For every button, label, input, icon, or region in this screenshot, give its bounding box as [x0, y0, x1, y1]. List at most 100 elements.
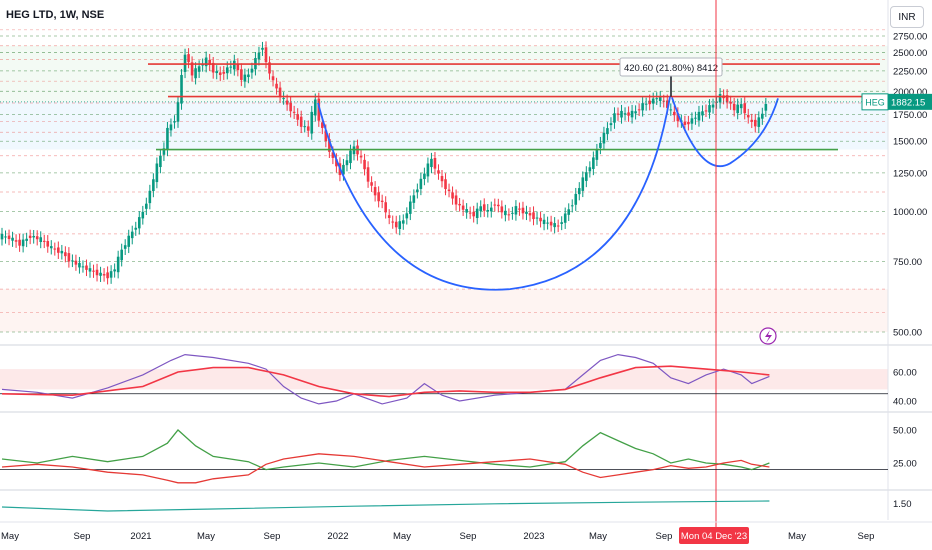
candle-body: [250, 68, 254, 73]
indicators: [0, 353, 888, 512]
candle-body: [753, 119, 757, 127]
candle-body: [236, 64, 240, 71]
candle-body: [261, 47, 264, 50]
candle-body: [67, 253, 71, 262]
candle-body: [486, 209, 490, 212]
candle-body: [458, 203, 461, 206]
candle-body: [606, 128, 609, 135]
candle-body: [595, 149, 599, 160]
candle-body: [127, 235, 131, 247]
candle-body: [32, 235, 35, 238]
candle-body: [757, 117, 761, 127]
candle-body: [401, 220, 405, 224]
candle-body: [711, 104, 715, 108]
candle-body: [426, 163, 430, 177]
price-tick-label: 1250.00: [893, 168, 927, 179]
candle-body: [162, 148, 166, 155]
candle-body: [99, 272, 102, 276]
candle-body: [324, 130, 328, 142]
candle-body: [409, 201, 412, 214]
candle-body: [60, 250, 64, 254]
candle-body: [641, 103, 644, 111]
price-tick-label: 750.00: [893, 257, 922, 268]
candle-body: [306, 126, 310, 131]
candle-body: [634, 111, 637, 114]
time-cursor-label: Mon 04 Dec '23: [681, 531, 747, 542]
candle-body: [113, 269, 116, 272]
candle-body: [673, 111, 676, 116]
candle-body: [11, 237, 14, 241]
time-tick-label: May: [197, 531, 215, 542]
candle-body: [553, 223, 556, 228]
candle-body: [14, 240, 18, 242]
candle-body: [482, 204, 486, 211]
bg-band-upper: [0, 45, 888, 103]
candle-body: [243, 74, 247, 82]
candle-body: [665, 100, 669, 108]
candle-body: [729, 101, 732, 104]
rsi-tick-label: 40.00: [893, 397, 917, 408]
candle-body: [180, 74, 183, 104]
candle-body: [92, 270, 95, 272]
rsi-band: [0, 369, 888, 390]
candle-body: [581, 177, 585, 191]
symbol-badge-label: HEG: [865, 97, 885, 107]
candle-body: [7, 235, 11, 240]
candle-body: [655, 98, 659, 100]
candle-body: [137, 217, 141, 229]
handle-arc: [671, 97, 779, 168]
last-price-badge: [888, 93, 932, 110]
adx-tick-label: 50.00: [893, 426, 917, 437]
currency-button[interactable]: INR: [890, 6, 924, 28]
measure-label: 420.60 (21.80%) 8412: [624, 63, 718, 74]
candle-body: [95, 269, 99, 276]
candle-body: [451, 192, 454, 199]
candle-body: [310, 111, 314, 134]
candle-body: [497, 204, 500, 207]
candle-body: [549, 221, 553, 226]
candle-body: [570, 205, 574, 207]
candle-body: [152, 179, 155, 192]
candle-body: [750, 119, 754, 122]
price-tick-label: 1750.00: [893, 110, 927, 121]
candle-body: [521, 207, 525, 214]
candle-body: [176, 102, 180, 122]
candle-body: [613, 113, 616, 123]
candle-body: [447, 189, 451, 192]
candle-body: [556, 225, 560, 227]
candle-body: [215, 71, 219, 74]
candle-body: [701, 111, 704, 116]
candle-body: [289, 102, 292, 112]
candle-body: [479, 206, 483, 212]
candle-body: [285, 100, 289, 105]
candle-body: [109, 271, 113, 278]
grid-lines: [0, 0, 932, 520]
candle-body: [28, 235, 32, 238]
time-tick-label: Sep: [858, 531, 875, 542]
candle-body: [743, 103, 747, 114]
candle-body: [493, 204, 497, 206]
candle-body: [169, 124, 173, 131]
candle-body: [247, 74, 250, 78]
lightning-icon: [759, 327, 777, 345]
candle-body: [39, 237, 43, 243]
candle-body: [528, 213, 532, 216]
measure-label-box: [619, 57, 723, 77]
candle-body: [715, 101, 718, 103]
candle-body: [57, 247, 60, 253]
candle-body: [81, 266, 85, 268]
candle-body: [690, 118, 694, 124]
candle-body: [321, 122, 324, 128]
bottom-tick-label: 1.50: [893, 499, 912, 510]
candle-body: [560, 222, 563, 224]
candle-body: [658, 97, 662, 101]
lightning-glyph: [765, 330, 772, 343]
candle-body: [271, 76, 275, 81]
candle-body: [736, 104, 739, 114]
candle-body: [134, 227, 138, 230]
candle-body: [574, 193, 578, 205]
candle-body: [609, 123, 613, 126]
candle-body: [328, 139, 331, 152]
candle-body: [148, 190, 152, 204]
